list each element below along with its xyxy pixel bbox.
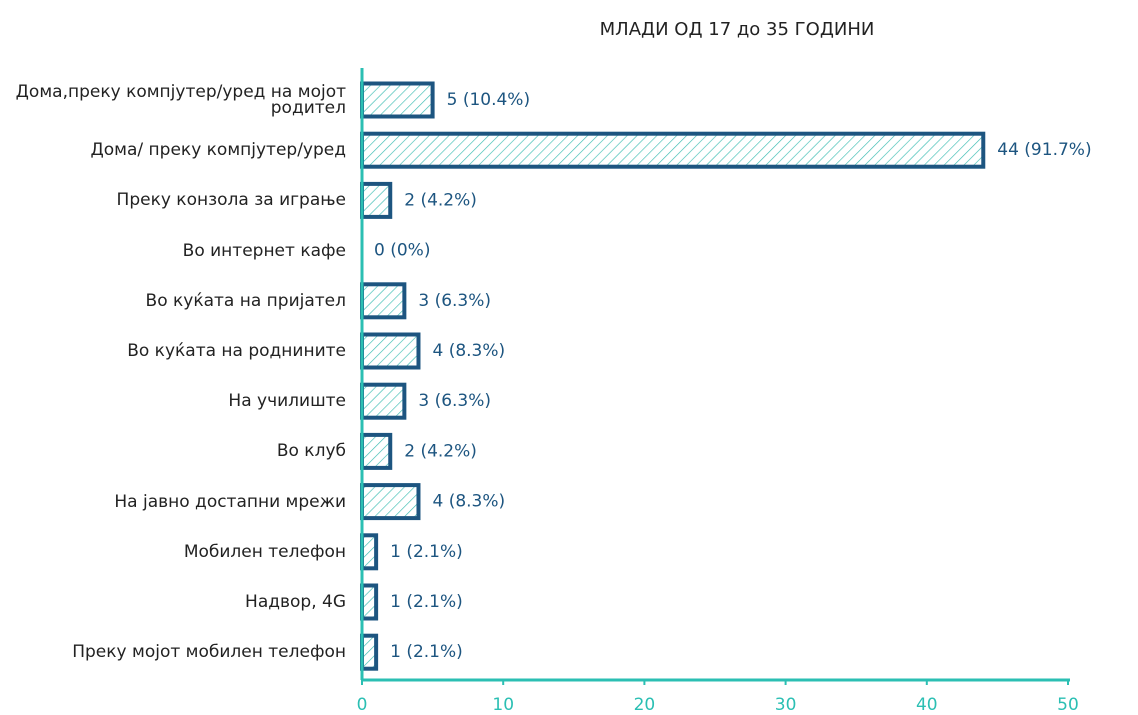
value-label: 2 (4.2%) [404,441,477,461]
value-label: 44 (91.7%) [997,140,1091,160]
bar [360,282,407,320]
x-tick-label: 40 [916,695,938,715]
category-label: Во куќата на роднините [127,341,346,361]
category-label: Дома,преку компјутер/уред на мојот родит… [15,82,346,118]
value-label: 1 (2.1%) [390,592,463,612]
value-label: 4 (8.3%) [432,492,505,512]
value-label: 3 (6.3%) [418,391,491,411]
value-label: 5 (10.4%) [447,90,530,110]
bar [360,131,986,169]
value-label: 3 (6.3%) [418,291,491,311]
bar [360,81,435,119]
bar [360,533,379,571]
category-label: Во интернет кафе [182,240,346,261]
bar [360,633,379,671]
x-tick-label: 10 [492,695,514,715]
category-label: Преку конзола за играње [116,190,346,211]
category-label: На јавно достапни мрежи [114,491,346,512]
chart-title: МЛАДИ ОД 17 до 35 ГОДИНИ [600,19,875,40]
x-tick-label: 0 [357,695,368,715]
category-label: На училиште [228,391,346,412]
value-label: 1 (2.1%) [390,542,463,562]
category-label: Надвор, 4G [245,592,346,612]
bar [360,432,393,470]
category-label: Во клуб [276,441,346,462]
category-label: Мобилен телефон [183,541,346,562]
bar [360,382,407,420]
bar [360,181,393,219]
x-tick-label: 30 [775,695,797,715]
bar [360,332,421,370]
value-label: 4 (8.3%) [432,341,505,361]
bar [360,483,421,521]
x-tick-label: 20 [634,695,656,715]
value-label: 2 (4.2%) [404,190,477,210]
x-tick-label: 50 [1057,695,1079,715]
category-label: Дома/ преку компјутер/уред [90,140,347,161]
category-label: Преку мојот мобилен телефон [72,642,346,663]
bar [360,583,379,621]
value-label: 0 (0%) [374,241,430,261]
value-label: 1 (2.1%) [390,642,463,662]
category-label: Во куќата на пријател [145,290,346,311]
